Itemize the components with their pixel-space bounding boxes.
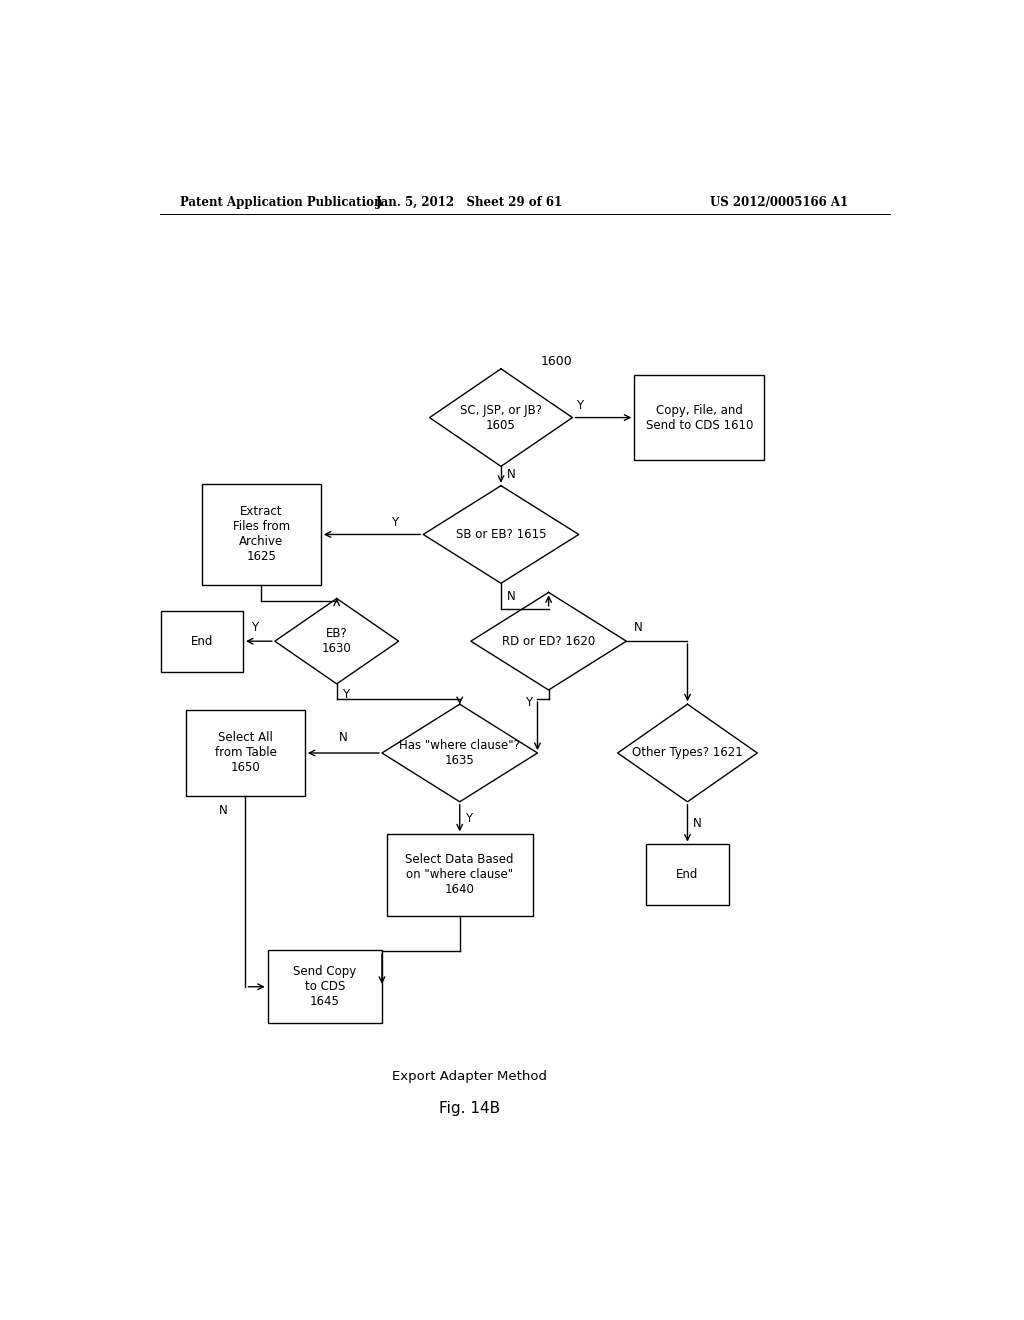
- Text: N: N: [507, 590, 515, 603]
- Text: 1600: 1600: [541, 355, 572, 368]
- Text: N: N: [507, 469, 515, 480]
- Text: N: N: [339, 731, 348, 744]
- Text: Extract
Files from
Archive
1625: Extract Files from Archive 1625: [232, 506, 290, 564]
- Text: Y: Y: [465, 812, 472, 825]
- Text: Select All
from Table
1650: Select All from Table 1650: [214, 731, 276, 775]
- Bar: [634, 375, 765, 461]
- Bar: [161, 611, 243, 672]
- Bar: [202, 483, 321, 585]
- Bar: [267, 950, 382, 1023]
- Text: N: N: [219, 804, 228, 817]
- Text: Copy, File, and
Send to CDS 1610: Copy, File, and Send to CDS 1610: [646, 404, 753, 432]
- Text: End: End: [190, 635, 213, 648]
- Text: End: End: [676, 869, 698, 882]
- Text: Other Types? 1621: Other Types? 1621: [632, 747, 742, 759]
- Bar: [387, 834, 532, 916]
- Text: Fig. 14B: Fig. 14B: [438, 1101, 500, 1117]
- Text: N: N: [693, 817, 701, 830]
- Text: N: N: [634, 622, 643, 635]
- Text: Y: Y: [524, 696, 531, 709]
- Text: Select Data Based
on "where clause"
1640: Select Data Based on "where clause" 1640: [406, 854, 514, 896]
- Text: SC, JSP, or JB?
1605: SC, JSP, or JB? 1605: [460, 404, 542, 432]
- Text: Send Copy
to CDS
1645: Send Copy to CDS 1645: [293, 965, 356, 1008]
- Text: Y: Y: [577, 399, 584, 412]
- Text: Y: Y: [342, 688, 349, 701]
- Text: Y: Y: [391, 516, 398, 529]
- Bar: [646, 845, 729, 906]
- Text: Y: Y: [252, 622, 258, 635]
- Text: EB?
1630: EB? 1630: [322, 627, 351, 655]
- Text: Export Adapter Method: Export Adapter Method: [392, 1069, 547, 1082]
- Text: RD or ED? 1620: RD or ED? 1620: [502, 635, 595, 648]
- Text: Patent Application Publication: Patent Application Publication: [179, 195, 382, 209]
- Text: SB or EB? 1615: SB or EB? 1615: [456, 528, 546, 541]
- Text: US 2012/0005166 A1: US 2012/0005166 A1: [710, 195, 848, 209]
- Text: Has "where clause"?
1635: Has "where clause"? 1635: [399, 739, 520, 767]
- Text: Jan. 5, 2012   Sheet 29 of 61: Jan. 5, 2012 Sheet 29 of 61: [376, 195, 563, 209]
- Bar: [186, 710, 305, 796]
